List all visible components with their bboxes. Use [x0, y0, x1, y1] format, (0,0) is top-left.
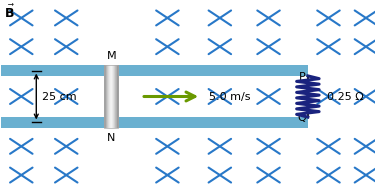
Bar — [104, 65, 118, 128]
Text: 5.0 m/s: 5.0 m/s — [209, 91, 250, 102]
Bar — [105, 65, 106, 128]
Bar — [115, 65, 116, 128]
Bar — [107, 65, 108, 128]
Bar — [1, 65, 308, 76]
Bar — [113, 65, 114, 128]
Bar — [111, 65, 112, 128]
Bar — [106, 65, 107, 128]
Bar — [116, 65, 117, 128]
Bar — [106, 65, 107, 128]
Bar — [114, 65, 115, 128]
Bar — [110, 65, 111, 128]
Text: Q: Q — [297, 113, 306, 123]
Bar — [109, 65, 110, 128]
Bar — [107, 65, 108, 128]
Bar — [112, 65, 113, 128]
Bar — [104, 65, 105, 128]
Text: 25 cm: 25 cm — [42, 91, 77, 102]
Bar — [108, 65, 109, 128]
Bar — [110, 65, 111, 128]
Bar — [1, 117, 308, 128]
Bar — [116, 65, 117, 128]
Bar — [109, 65, 110, 128]
Text: $\vec{\mathbf{B}}$: $\vec{\mathbf{B}}$ — [5, 3, 15, 21]
Text: P: P — [299, 72, 306, 82]
Text: 0.25 Ω: 0.25 Ω — [327, 91, 364, 102]
Bar — [111, 65, 112, 128]
Bar — [118, 65, 119, 128]
Bar — [114, 65, 115, 128]
Bar — [117, 65, 118, 128]
Bar — [112, 65, 113, 128]
Bar — [106, 65, 107, 128]
Text: M: M — [106, 51, 116, 61]
Bar — [105, 65, 106, 128]
Bar — [115, 65, 116, 128]
Bar — [113, 65, 114, 128]
Bar — [108, 65, 109, 128]
Text: N: N — [107, 133, 115, 143]
Bar — [117, 65, 118, 128]
